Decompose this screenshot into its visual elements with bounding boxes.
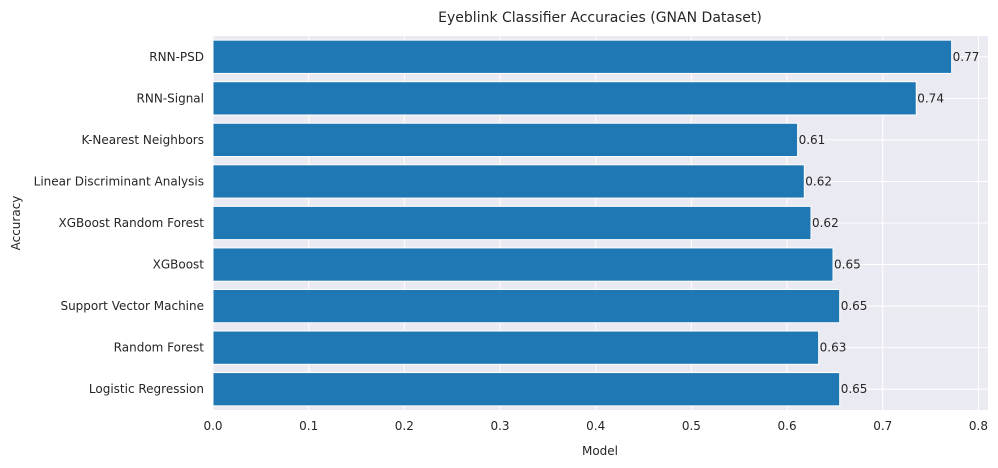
category-label: RNN-PSD: [149, 50, 204, 64]
x-tick-label: 0.7: [873, 419, 892, 433]
x-tick-labels: 0.0 0.1 0.2 0.3 0.4 0.5 0.6 0.7 0.8: [203, 419, 988, 433]
bar-value-label: 0.65: [841, 299, 868, 313]
bar-value-label: 0.62: [812, 216, 839, 230]
bars: [212, 39, 953, 407]
category-label: XGBoost Random Forest: [58, 216, 204, 230]
category-label: Linear Discriminant Analysis: [34, 174, 204, 188]
bar-value-label: 0.77: [953, 50, 980, 64]
bar: [212, 372, 841, 407]
x-tick-label: 0.0: [203, 419, 222, 433]
category-label: Random Forest: [114, 341, 205, 355]
x-tick-label: 0.2: [395, 419, 414, 433]
bar: [212, 164, 805, 199]
bar-value-label: 0.74: [917, 91, 944, 105]
bar: [212, 122, 799, 158]
data-labels: 0.65 0.63 0.65 0.65 0.62 0.62 0.61 0.74 0.77: [799, 50, 980, 396]
x-tick-label: 0.8: [969, 419, 988, 433]
x-tick-label: 0.4: [586, 419, 605, 433]
x-tick-label: 0.6: [778, 419, 797, 433]
x-tick-label: 0.1: [299, 419, 318, 433]
x-tick-label: 0.5: [682, 419, 701, 433]
bar: [212, 81, 917, 116]
category-label: XGBoost: [153, 258, 205, 272]
bar-value-label: 0.65: [834, 258, 861, 272]
chart-title: Eyeblink Classifier Accuracies (GNAN Dat…: [438, 10, 762, 26]
y-axis-title: Accuracy: [9, 196, 23, 251]
x-axis-title: Model: [582, 444, 618, 458]
bar: [212, 247, 834, 282]
category-label: K-Nearest Neighbors: [81, 133, 204, 147]
bar: [212, 330, 820, 365]
bar: [212, 39, 953, 74]
category-label: Logistic Regression: [89, 382, 204, 396]
category-labels: Logistic Regression Random Forest Support …: [34, 50, 205, 396]
bar: [212, 205, 812, 241]
bar: [212, 288, 841, 324]
bar-value-label: 0.62: [805, 174, 832, 188]
category-label: RNN-Signal: [137, 91, 204, 105]
bar-value-label: 0.63: [820, 341, 847, 355]
bar-value-label: 0.65: [841, 382, 868, 396]
bar-value-label: 0.61: [799, 133, 826, 147]
x-tick-label: 0.3: [490, 419, 509, 433]
category-label: Support Vector Machine: [60, 299, 204, 313]
